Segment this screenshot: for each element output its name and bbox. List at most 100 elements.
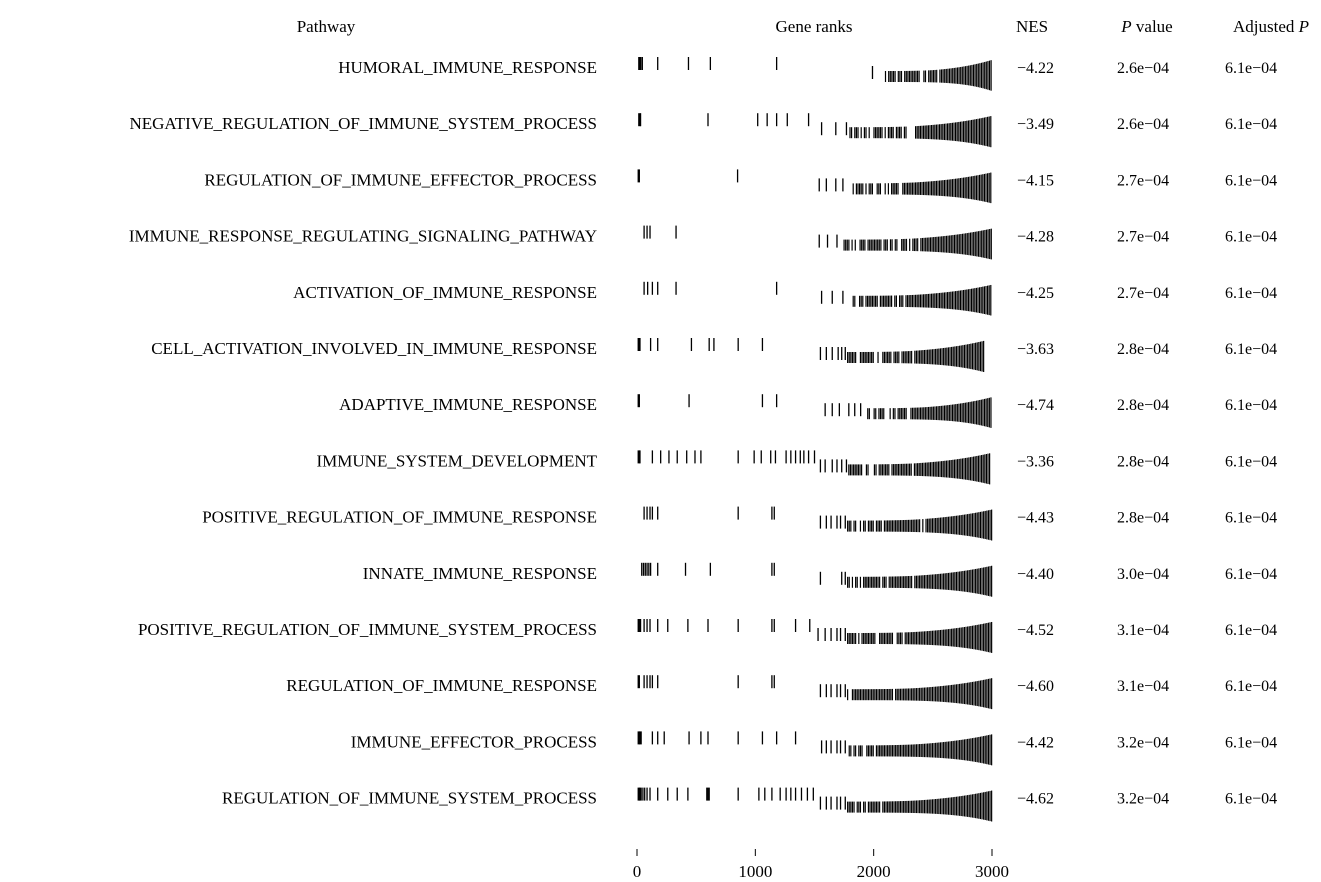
- nes-value: −4.25: [1017, 285, 1054, 302]
- gene-rank-barcode: [637, 731, 993, 766]
- nes-value: −4.28: [1017, 229, 1054, 246]
- p-value: 3.2e−04: [1117, 791, 1169, 808]
- pathway-row: HUMORAL_IMMUNE_RESPONSE −4.22 2.6e−04 6.1e−…: [338, 57, 1277, 91]
- adjusted-p-value: 6.1e−04: [1225, 60, 1277, 77]
- pathway-label: INNATE_IMMUNE_RESPONSE: [363, 564, 597, 583]
- p-value: 3.1e−04: [1117, 678, 1169, 695]
- pathway-row: IMMUNE_RESPONSE_REGULATING_SIGNALING_PAT…: [129, 225, 1277, 260]
- p-value: 2.6e−04: [1117, 60, 1169, 77]
- nes-value: −3.49: [1017, 116, 1054, 133]
- pathway-row: NEGATIVE_REGULATION_OF_IMMUNE_SYSTEM_PRO…: [129, 113, 1277, 148]
- header-padj-italic: P: [1298, 17, 1309, 36]
- pathway-label: POSITIVE_REGULATION_OF_IMMUNE_RESPONSE: [202, 508, 597, 527]
- nes-value: −4.15: [1017, 172, 1054, 189]
- pathway-label: IMMUNE_RESPONSE_REGULATING_SIGNALING_PAT…: [129, 227, 597, 246]
- adjusted-p-value: 6.1e−04: [1225, 622, 1277, 639]
- p-value: 2.8e−04: [1117, 341, 1169, 358]
- pathway-row: POSITIVE_REGULATION_OF_IMMUNE_RESPONSE −4…: [202, 506, 1277, 541]
- p-value: 2.8e−04: [1117, 453, 1169, 470]
- gene-rank-barcode: [637, 619, 993, 653]
- pathway-label: NEGATIVE_REGULATION_OF_IMMUNE_SYSTEM_PRO…: [129, 114, 597, 133]
- pathway-row: INNATE_IMMUNE_RESPONSE −4.40 3.0e−04 6.1e−0…: [363, 562, 1277, 597]
- pathway-label: REGULATION_OF_IMMUNE_EFFECTOR_PROCESS: [204, 170, 597, 189]
- header-gene-ranks: Gene ranks: [776, 17, 853, 36]
- pathway-row: REGULATION_OF_IMMUNE_RESPONSE −4.60 3.1e−0…: [286, 675, 1277, 710]
- nes-value: −3.63: [1017, 341, 1054, 358]
- nes-value: −4.62: [1017, 791, 1054, 808]
- p-value: 2.7e−04: [1117, 285, 1169, 302]
- nes-value: −4.43: [1017, 510, 1054, 527]
- gene-rank-barcode: [637, 394, 992, 428]
- p-value: 2.7e−04: [1117, 172, 1169, 189]
- header-pvalue-rest: value: [1132, 17, 1173, 36]
- nes-value: −4.60: [1017, 678, 1054, 695]
- nes-value: −4.42: [1017, 734, 1054, 751]
- nes-value: −4.40: [1017, 566, 1054, 583]
- x-axis: 0 1000 2000 3000: [633, 849, 1009, 881]
- gene-rank-barcode: [637, 338, 985, 372]
- gene-rank-barcode: [637, 450, 991, 485]
- pathway-rows: HUMORAL_IMMUNE_RESPONSE −4.22 2.6e−04 6.1e−…: [129, 57, 1277, 822]
- adjusted-p-value: 6.1e−04: [1225, 172, 1277, 189]
- p-value: 2.8e−04: [1117, 510, 1169, 527]
- pathway-label: IMMUNE_SYSTEM_DEVELOPMENT: [317, 451, 598, 470]
- adjusted-p-value: 6.1e−04: [1225, 510, 1277, 527]
- column-headers: Pathway Gene ranks NES P value Adjusted …: [297, 17, 1309, 36]
- pathway-row: IMMUNE_EFFECTOR_PROCESS −4.42 3.2e−04 6.1e−…: [351, 731, 1277, 766]
- pathway-label: CELL_ACTIVATION_INVOLVED_IN_IMMUNE_RESPO…: [151, 339, 597, 358]
- gene-rank-barcode: [641, 562, 993, 597]
- x-tick-label: 2000: [857, 862, 891, 881]
- pathway-row: ADAPTIVE_IMMUNE_RESPONSE −4.74 2.8e−04 6.1e…: [339, 394, 1277, 428]
- adjusted-p-value: 6.1e−04: [1225, 397, 1277, 414]
- header-adjusted-p: Adjusted P: [1233, 17, 1309, 36]
- pathway-row: IMMUNE_SYSTEM_DEVELOPMENT −3.36 2.8e−04 6.1…: [317, 450, 1277, 485]
- pathway-row: REGULATION_OF_IMMUNE_SYSTEM_PROCESS −4.62…: [222, 787, 1277, 822]
- adjusted-p-value: 6.1e−04: [1225, 116, 1277, 133]
- adjusted-p-value: 6.1e−04: [1225, 734, 1277, 751]
- pathway-row: ACTIVATION_OF_IMMUNE_RESPONSE −4.25 2.7e−0…: [293, 281, 1277, 316]
- x-tick-label: 0: [633, 862, 642, 881]
- header-nes: NES: [1016, 17, 1048, 36]
- gene-rank-barcode: [643, 225, 992, 260]
- pathway-label: ACTIVATION_OF_IMMUNE_RESPONSE: [293, 283, 597, 302]
- adjusted-p-value: 6.1e−04: [1225, 229, 1277, 246]
- adjusted-p-value: 6.1e−04: [1225, 453, 1277, 470]
- gene-rank-barcode: [637, 675, 993, 710]
- gene-rank-barcode: [638, 113, 992, 148]
- pathway-label: HUMORAL_IMMUNE_RESPONSE: [338, 58, 597, 77]
- nes-value: −3.36: [1017, 453, 1054, 470]
- gene-rank-barcode: [637, 169, 992, 204]
- header-padj-prefix: Adjusted: [1233, 17, 1299, 36]
- gene-rank-barcode: [637, 787, 993, 822]
- pathway-label: IMMUNE_EFFECTOR_PROCESS: [351, 732, 597, 751]
- p-value: 2.8e−04: [1117, 397, 1169, 414]
- adjusted-p-value: 6.1e−04: [1225, 791, 1277, 808]
- nes-value: −4.52: [1017, 622, 1054, 639]
- p-value: 3.2e−04: [1117, 734, 1169, 751]
- pathway-label: REGULATION_OF_IMMUNE_RESPONSE: [286, 676, 597, 695]
- pathway-label: POSITIVE_REGULATION_OF_IMMUNE_SYSTEM_PRO…: [138, 620, 597, 639]
- adjusted-p-value: 6.1e−04: [1225, 285, 1277, 302]
- x-tick-label: 1000: [738, 862, 772, 881]
- adjusted-p-value: 6.1e−04: [1225, 341, 1277, 358]
- p-value: 3.1e−04: [1117, 622, 1169, 639]
- nes-value: −4.22: [1017, 60, 1054, 77]
- pathway-label: ADAPTIVE_IMMUNE_RESPONSE: [339, 395, 597, 414]
- adjusted-p-value: 6.1e−04: [1225, 566, 1277, 583]
- pathway-row: CELL_ACTIVATION_INVOLVED_IN_IMMUNE_RESPO…: [151, 338, 1277, 372]
- pathway-label: REGULATION_OF_IMMUNE_SYSTEM_PROCESS: [222, 789, 597, 808]
- header-pvalue: P value: [1120, 17, 1172, 36]
- nes-value: −4.74: [1017, 397, 1054, 414]
- p-value: 2.6e−04: [1117, 116, 1169, 133]
- header-pvalue-italic: P: [1120, 17, 1131, 36]
- adjusted-p-value: 6.1e−04: [1225, 678, 1277, 695]
- p-value: 2.7e−04: [1117, 229, 1169, 246]
- pathway-row: POSITIVE_REGULATION_OF_IMMUNE_SYSTEM_PRO…: [138, 619, 1277, 653]
- gene-rank-barcode: [638, 57, 992, 91]
- header-pathway: Pathway: [297, 17, 356, 36]
- p-value: 3.0e−04: [1117, 566, 1169, 583]
- x-tick-label: 3000: [975, 862, 1009, 881]
- gene-rank-barcode: [643, 281, 992, 316]
- gene-rank-barcode: [643, 506, 993, 541]
